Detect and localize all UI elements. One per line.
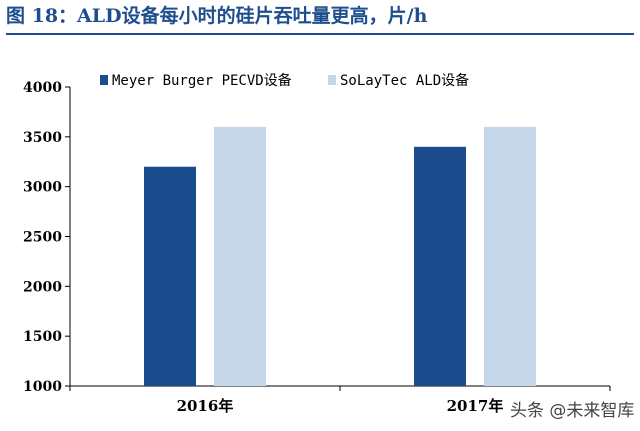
watermark: 头条 @未来智库	[510, 396, 635, 421]
y-tick-label: 3500	[23, 130, 62, 146]
x-category-labels: 2016年 2017年	[177, 397, 504, 415]
legend-label: SoLayTec ALD设备	[340, 72, 469, 89]
bar-ald-1	[484, 126, 536, 386]
y-tick-label: 1500	[23, 329, 62, 345]
y-tick-labels: 1000 1500 2000 2500 3000 3500 4000	[23, 80, 62, 395]
legend-swatch	[328, 75, 336, 85]
bar-ald-0	[214, 126, 266, 386]
x-category-label: 2016年	[177, 397, 234, 415]
bar-pecvd-1	[414, 146, 466, 386]
bar-pecvd-0	[144, 166, 196, 386]
legend-label: Meyer Burger PECVD设备	[112, 72, 292, 89]
y-tick-label: 2000	[23, 279, 62, 295]
y-tick-label: 1000	[23, 379, 62, 395]
figure-title: 图 18：ALD设备每小时的硅片吞吐量更高，片/h	[6, 5, 428, 27]
chart-legend: Meyer Burger PECVD设备 SoLayTec ALD设备	[100, 72, 469, 89]
legend-swatch	[100, 75, 108, 85]
x-category-label: 2017年	[447, 397, 504, 415]
chart-bars	[144, 126, 536, 386]
y-tick-label: 4000	[23, 80, 62, 96]
title-rule	[6, 33, 634, 35]
watermark-text: 头条 @未来智库	[510, 401, 635, 421]
y-tick-label: 3000	[23, 180, 62, 196]
y-tick-label: 2500	[23, 230, 62, 246]
